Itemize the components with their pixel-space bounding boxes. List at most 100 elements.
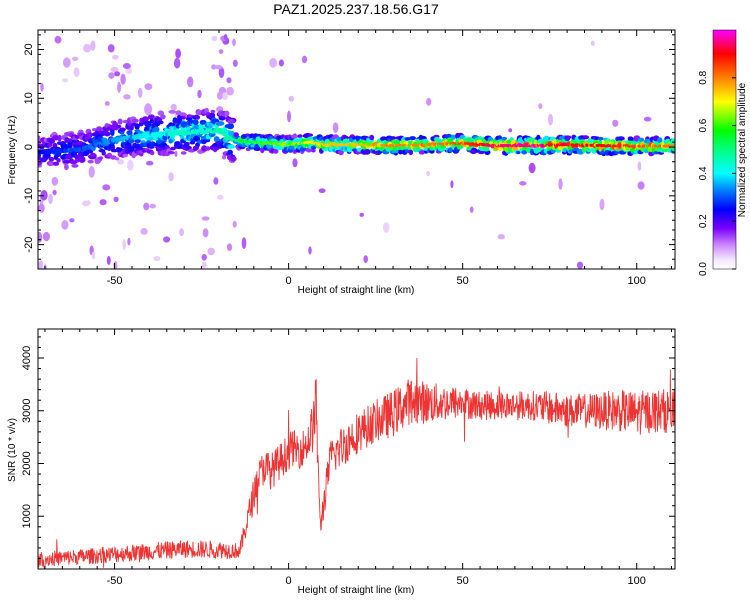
spectrogram-cell [359,212,365,217]
snr-line [38,357,675,569]
spectrogram-cell [102,184,111,191]
colorbar-tick-label: 0.6 [698,118,709,132]
spectrogram-cell [226,243,233,251]
spectrogram-cell [99,199,107,206]
spectrogram-cell [61,78,69,83]
spectrogram-cell [40,190,48,201]
spectrogram-cell [64,163,69,171]
spectrogram-cell [356,147,362,152]
spectrogram-y-tick-label: 20 [23,43,35,55]
spectrogram-cell [185,145,192,150]
spectrogram-cell [163,236,171,243]
spectrogram-cell [88,156,97,160]
spectrogram-cell [273,148,279,154]
spectrogram-y-tick-label: -20 [23,237,35,253]
spectrogram-cell [110,66,119,73]
spectrogram-cell [113,196,119,202]
spectrogram-cell [143,202,150,211]
spectrogram-cell [117,159,124,165]
spectrogram-cell [204,146,211,151]
spectrogram-cell [418,150,425,155]
spectrogram-cell [332,122,339,133]
spectrogram-cell [269,57,278,68]
spectrogram-cell [404,137,411,141]
spectrogram-cell [241,237,247,250]
spectrogram-cell [168,139,173,144]
spectrogram-cell [175,48,182,59]
spectrogram-cell [145,160,154,166]
spectrogram-cell [195,115,200,120]
spectrogram-cell [222,92,228,100]
spectrogram-cell [140,228,148,235]
spectrogram-cell [207,247,215,256]
spectrogram-cell [393,140,401,145]
spectrogram-cell [98,156,104,160]
spectrogram-cell [224,110,230,117]
spectrogram-cell [232,38,236,47]
spectrogram-cell [287,110,291,123]
spectrogram-cell [487,136,494,142]
spectrogram-cell [157,120,164,125]
spectrogram-cell [201,216,210,221]
snr-x-tick-label: 100 [628,575,646,587]
spectrogram-cell [51,176,59,186]
spectrogram-cell [192,119,199,126]
spectrogram-cell [290,134,299,139]
spectrogram-cell [232,59,238,67]
spectrogram-cell [597,140,603,146]
spectrogram-x-axis-label: Height of straight line (km) [298,285,415,296]
spectrogram-cell [288,145,296,150]
spectrogram-cell [293,138,301,143]
spectrogram-cell [217,121,225,126]
spectrogram-cell [72,56,79,61]
snr-y-axis-label: SNR (10 * v/v) [7,418,18,482]
spectrogram-y-axis-label: Frequency (Hz) [7,116,18,185]
spectrogram-cell [497,234,505,240]
spectrogram-cell [103,131,111,137]
spectrogram-cell [52,161,60,166]
spectrogram-cell [218,49,224,54]
spectrogram-cell [118,127,126,132]
spectrogram-cell [48,156,55,162]
spectrogram-cell [106,255,111,265]
spectrogram-cell [542,135,551,143]
spectrogram-cell [47,142,53,147]
spectrogram-cell [132,118,139,123]
spectrogram-cell [637,181,645,190]
spectrogram-cell [86,132,93,138]
spectrogram-cell [521,150,528,155]
spectrogram-cell [90,40,96,51]
spectrogram-cell [211,64,217,70]
spectrogram-cell [88,166,95,178]
spectrogram-cell [168,172,174,182]
spectrogram-cell [612,119,619,127]
spectrogram-cell [193,135,201,142]
spectrogram-cell [528,162,536,174]
spectrogram-cell [590,40,595,46]
spectrogram-cell [318,188,326,193]
spectrogram-cell [38,203,45,213]
spectrogram-cell [226,123,234,130]
spectrogram-cell [180,151,187,155]
spectrogram-cell [201,253,207,261]
spectrogram-cell [382,222,390,233]
spectrogram-cell [173,57,181,69]
spectrogram-cell [127,237,131,246]
spectrogram-cell [288,95,294,102]
spectrogram-cell [114,157,120,161]
spectrogram-cell [657,137,663,144]
spectrogram-cell [91,251,96,260]
spectrogram-cell [134,139,142,144]
spectrogram-cell [244,133,251,137]
spectrogram-cell [137,87,143,98]
snr-frame [37,328,676,570]
spectrogram-cell [558,178,563,190]
spectrogram-cell [450,180,454,189]
spectrogram-cell [38,138,42,143]
spectrogram-cell [426,170,430,177]
spectrogram-cell [122,63,131,69]
spectrogram-cell [62,57,71,68]
spectrogram-cell [576,261,584,269]
spectrogram-cell [153,255,161,262]
